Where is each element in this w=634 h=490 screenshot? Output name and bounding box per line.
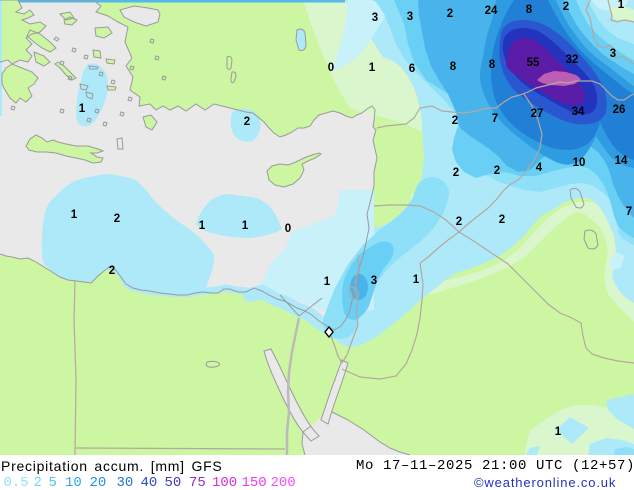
svg-text:3: 3 — [407, 11, 413, 23]
svg-text:2: 2 — [453, 167, 459, 179]
svg-text:7: 7 — [492, 113, 498, 125]
svg-text:6: 6 — [409, 63, 415, 75]
svg-text:24: 24 — [485, 5, 498, 17]
svg-text:8: 8 — [489, 59, 496, 71]
svg-text:0: 0 — [328, 62, 334, 74]
svg-text:1: 1 — [413, 274, 420, 286]
svg-text:3: 3 — [372, 12, 378, 24]
svg-text:27: 27 — [531, 108, 544, 120]
svg-text:2: 2 — [456, 216, 462, 228]
svg-text:1: 1 — [555, 426, 562, 438]
svg-text:3: 3 — [610, 48, 616, 60]
svg-text:4: 4 — [536, 162, 543, 174]
svg-text:14: 14 — [615, 155, 628, 167]
svg-text:32: 32 — [566, 54, 579, 66]
svg-text:26: 26 — [613, 104, 626, 116]
svg-text:8: 8 — [450, 61, 457, 73]
svg-text:10: 10 — [573, 157, 586, 169]
svg-text:1: 1 — [79, 103, 86, 115]
svg-text:55: 55 — [527, 57, 540, 69]
svg-text:0: 0 — [285, 223, 291, 235]
svg-text:1: 1 — [199, 220, 206, 232]
svg-text:1: 1 — [324, 276, 331, 288]
svg-text:8: 8 — [526, 4, 533, 16]
svg-text:2: 2 — [494, 165, 500, 177]
svg-text:1: 1 — [71, 209, 78, 221]
svg-text:1: 1 — [242, 220, 249, 232]
svg-text:3: 3 — [371, 275, 377, 287]
svg-text:1: 1 — [618, 0, 625, 11]
svg-text:2: 2 — [244, 116, 250, 128]
svg-text:2: 2 — [499, 214, 505, 226]
svg-text:2: 2 — [452, 115, 458, 127]
svg-text:2: 2 — [447, 8, 453, 20]
svg-text:7: 7 — [626, 206, 632, 218]
svg-text:2: 2 — [114, 213, 120, 225]
svg-text:2: 2 — [109, 265, 115, 277]
svg-text:34: 34 — [572, 106, 585, 118]
svg-text:1: 1 — [369, 62, 376, 74]
svg-text:2: 2 — [563, 1, 569, 13]
